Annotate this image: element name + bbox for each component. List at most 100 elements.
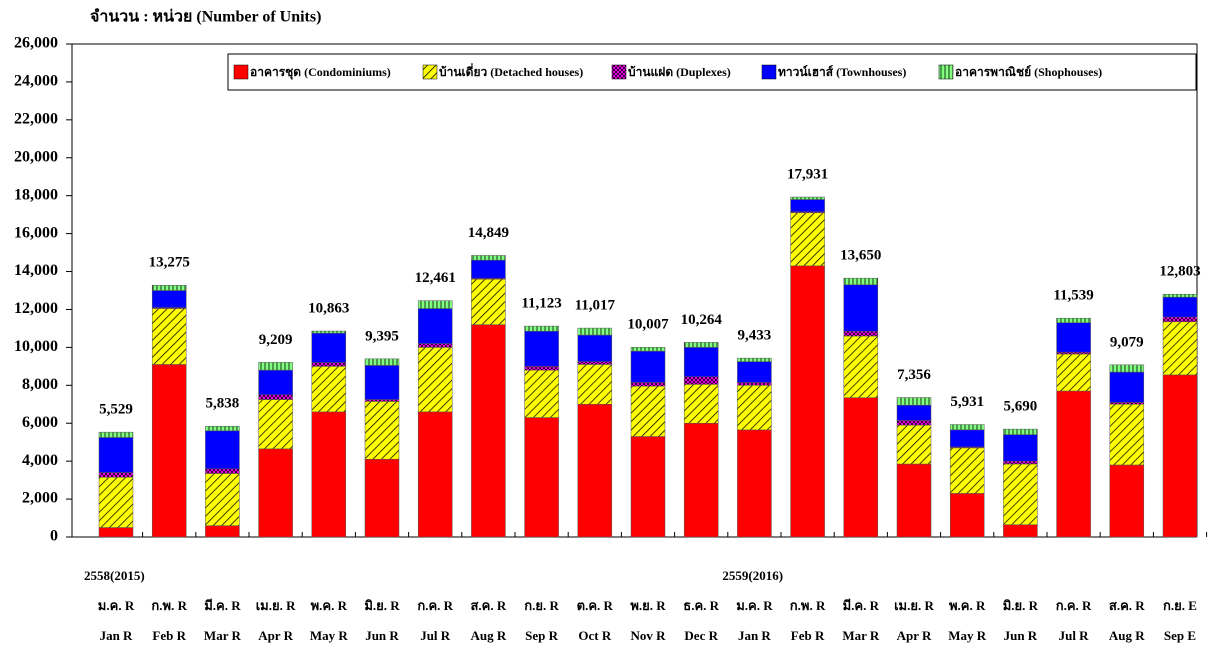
bar-segment bbox=[471, 255, 506, 261]
legend-swatch bbox=[611, 64, 627, 80]
bar-segment bbox=[205, 426, 240, 432]
bar-segment bbox=[843, 284, 879, 332]
bar-segment bbox=[258, 369, 293, 396]
bar-segment bbox=[1162, 321, 1198, 376]
bar-segment bbox=[790, 265, 825, 538]
bar-segment bbox=[258, 399, 293, 450]
bar-segment bbox=[151, 290, 187, 308]
bar-segment bbox=[843, 397, 879, 538]
x-tick-label-thai: ส.ค. R bbox=[1109, 598, 1145, 613]
x-tick-label-thai: ก.ย. R bbox=[524, 598, 559, 613]
bar-segment bbox=[896, 424, 932, 465]
total-label: 10,863 bbox=[308, 300, 349, 316]
x-tick-label-thai: เม.ย. R bbox=[256, 598, 296, 613]
x-tick-label-thai: ส.ค. R bbox=[471, 598, 507, 613]
bar-segment bbox=[577, 364, 613, 405]
bar-segment bbox=[98, 477, 134, 528]
legend-label: ทาวน์เฮาส์ (Townhouses) bbox=[778, 65, 906, 79]
bar-segment bbox=[311, 411, 347, 538]
total-label: 12,803 bbox=[1159, 264, 1200, 280]
x-tick-label-thai: มิ.ย. R bbox=[1003, 598, 1039, 613]
bar-segment bbox=[417, 343, 453, 348]
bar-segment bbox=[151, 285, 187, 291]
x-tick-label-thai: มี.ค. R bbox=[843, 598, 880, 613]
bar-segment bbox=[843, 331, 879, 337]
bar-segment bbox=[1056, 317, 1091, 323]
x-tick-label: Feb R bbox=[152, 628, 186, 643]
bar-segment bbox=[1109, 402, 1145, 405]
bar-segment bbox=[98, 431, 134, 438]
bar-segment bbox=[471, 278, 506, 325]
total-label: 14,849 bbox=[468, 225, 509, 241]
bar-segment bbox=[417, 300, 453, 309]
bar-segment bbox=[1109, 371, 1145, 403]
x-tick-label-thai: ก.ค. R bbox=[1056, 598, 1092, 613]
bar-segment bbox=[630, 347, 666, 352]
bar-segment bbox=[949, 429, 985, 448]
total-label: 7,356 bbox=[897, 367, 931, 383]
bar-segment bbox=[843, 277, 879, 286]
bar-segment bbox=[524, 417, 559, 538]
total-label: 13,275 bbox=[149, 255, 190, 271]
x-tick-label-thai: มี.ค. R bbox=[204, 598, 241, 613]
total-label: 9,209 bbox=[259, 332, 293, 348]
bar-segment bbox=[630, 350, 666, 383]
bar-segment bbox=[1056, 353, 1091, 392]
y-tick-label: 16,000 bbox=[14, 224, 58, 241]
x-tick-label-thai: เม.ย. R bbox=[894, 598, 934, 613]
bar-segment bbox=[364, 399, 400, 402]
bar-segment bbox=[630, 382, 666, 387]
bar-segment bbox=[630, 386, 666, 437]
bar-segment bbox=[949, 447, 985, 494]
bar-segment bbox=[471, 324, 506, 538]
y-axis-title: จำนวน : หน่วย (Number of Units) bbox=[90, 8, 321, 26]
x-tick-label-thai: พ.ย. R bbox=[630, 598, 666, 613]
bar-segment bbox=[1003, 463, 1038, 525]
bar-segment bbox=[790, 196, 825, 200]
bar-segment bbox=[1056, 351, 1091, 355]
x-tick-label: Jul R bbox=[420, 628, 451, 643]
bar-segment bbox=[311, 362, 347, 367]
x-tick-label-thai: พ.ค. R bbox=[949, 598, 986, 613]
bar-segment bbox=[1109, 464, 1145, 538]
bar-segment bbox=[364, 358, 400, 366]
x-tick-label-thai: ก.ย. E bbox=[1163, 598, 1197, 613]
legend-label: บ้านเดี่ยว (Detached houses) bbox=[439, 63, 583, 79]
legend-swatch bbox=[938, 64, 954, 80]
bar-segment bbox=[98, 437, 134, 473]
legend-swatch bbox=[422, 64, 438, 80]
bar-segment bbox=[896, 463, 932, 538]
x-tick-label: Sep E bbox=[1164, 628, 1196, 643]
y-tick-label: 24,000 bbox=[14, 73, 58, 90]
total-label: 11,017 bbox=[575, 298, 616, 314]
bar-segment bbox=[1162, 293, 1198, 298]
x-tick-label-thai: ก.พ. R bbox=[790, 598, 826, 613]
x-tick-label-thai: ก.พ. R bbox=[151, 598, 187, 613]
bar-segment bbox=[949, 424, 985, 431]
total-label: 9,433 bbox=[738, 328, 772, 344]
y-tick-label: 22,000 bbox=[14, 111, 58, 128]
y-tick-label: 4,000 bbox=[22, 452, 58, 469]
bar-segment bbox=[1109, 364, 1145, 373]
bar-segment bbox=[683, 384, 719, 424]
bar-segment bbox=[577, 361, 613, 365]
bar-segment bbox=[524, 325, 559, 332]
x-tick-label-thai: ม.ค. R bbox=[736, 598, 773, 613]
bar-segment bbox=[737, 361, 772, 383]
year-label: 2558(2015) bbox=[84, 568, 145, 583]
bar-segment bbox=[311, 366, 347, 413]
x-tick-label-thai: ม.ค. R bbox=[98, 598, 135, 613]
bar-segment bbox=[683, 347, 719, 378]
total-label: 13,650 bbox=[840, 248, 881, 264]
bar-segment bbox=[1003, 460, 1038, 465]
bar-segment bbox=[98, 472, 134, 478]
x-tick-label: Nov R bbox=[630, 628, 666, 643]
x-tick-label: Jan R bbox=[100, 628, 133, 643]
total-label: 11,539 bbox=[1053, 288, 1093, 304]
bar-segment bbox=[1056, 322, 1091, 353]
bar-segment bbox=[364, 401, 400, 460]
bar-segment bbox=[205, 430, 240, 469]
total-label: 5,690 bbox=[1004, 399, 1038, 415]
bar-segment bbox=[737, 385, 772, 431]
bar-segment bbox=[683, 342, 719, 348]
